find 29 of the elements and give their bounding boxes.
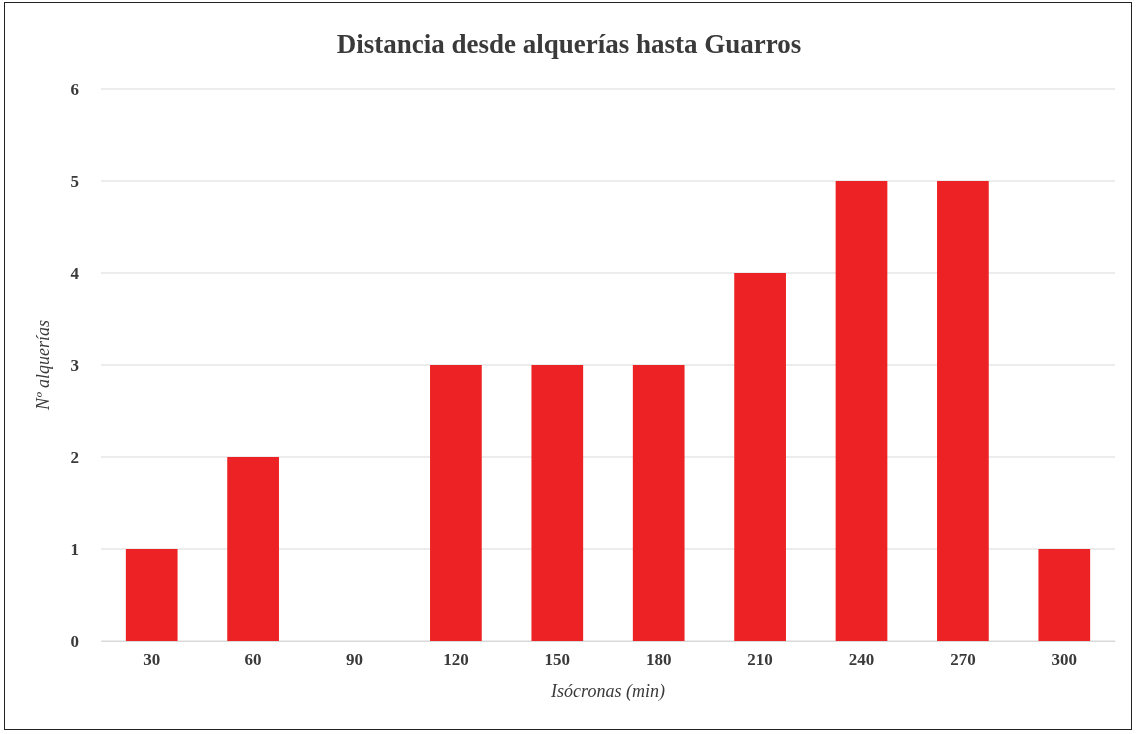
bar — [1038, 549, 1091, 641]
x-tick-label: 150 — [544, 650, 571, 670]
x-tick-label: 210 — [747, 650, 773, 670]
y-tick-label: 4 — [70, 263, 80, 283]
x-tick-label: 180 — [645, 650, 672, 670]
x-tick-label: 60 — [244, 650, 262, 670]
chart-title: Distancia desde alquerías hasta Guarros — [336, 29, 802, 59]
bar — [430, 365, 482, 641]
bar — [227, 457, 279, 641]
y-tick-label: 5 — [70, 171, 79, 191]
y-tick-label: 3 — [70, 355, 79, 375]
y-tick-label: 6 — [70, 79, 79, 99]
x-tick-label: 30 — [143, 650, 161, 670]
y-tick-label: 2 — [70, 447, 79, 467]
x-tick-label: 120 — [443, 650, 469, 670]
x-tick-label: 240 — [848, 650, 875, 670]
bar — [835, 181, 888, 641]
bar — [531, 365, 584, 641]
bar — [937, 181, 989, 641]
x-tick-label: 90 — [346, 650, 363, 670]
bar — [734, 273, 786, 641]
y-axis-title: Nº alquerías — [33, 319, 53, 412]
x-tick-label: 300 — [1051, 650, 1078, 670]
bar — [632, 365, 685, 641]
x-tick-label: 270 — [950, 650, 976, 670]
y-tick-label: 1 — [70, 539, 79, 559]
bar — [125, 549, 178, 641]
x-axis-title: Isócronas (min) — [550, 681, 665, 702]
y-tick-label: 0 — [70, 631, 79, 651]
